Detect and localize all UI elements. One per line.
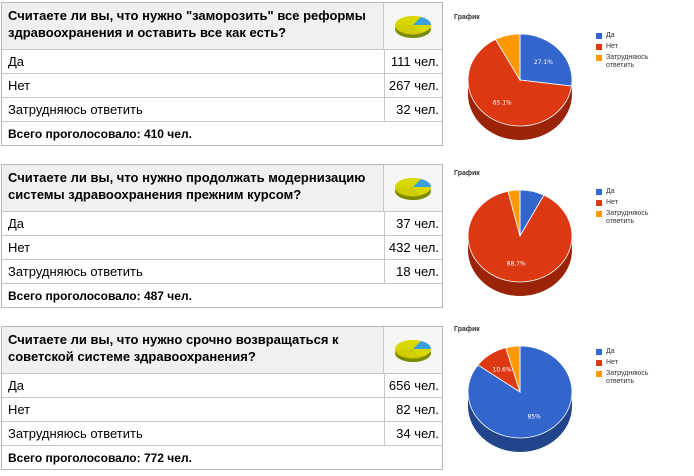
answer-count: 432 чел. — [384, 236, 442, 259]
answer-count: 18 чел. — [384, 260, 442, 283]
legend-label: Нет — [606, 359, 666, 367]
legend-swatch — [596, 44, 602, 50]
answer-count: 32 чел. — [384, 98, 442, 121]
answer-label: Да — [2, 212, 384, 235]
legend-label: Да — [606, 348, 666, 356]
legend-item-unsure: Затрудняюсь ответить — [596, 54, 666, 70]
legend-label: Да — [606, 188, 666, 196]
legend-item-yes: Да — [596, 348, 666, 356]
legend-swatch — [596, 189, 602, 195]
chart-title: График — [454, 170, 480, 177]
chart-legend: Да Нет Затрудняюсь ответить — [596, 32, 666, 73]
chart-1: График 27.1% 65.1% Да Нет Затрудняюсь отв… — [450, 14, 690, 164]
legend-label: Нет — [606, 199, 666, 207]
chart-3: График 85% 10.6% Да Нет Затрудняюсь ответ… — [450, 326, 690, 476]
poll-2: Считаете ли вы, что нужно продолжать мод… — [1, 164, 443, 308]
pie-chart-icon[interactable] — [383, 165, 442, 211]
poll-3: Считаете ли вы, что нужно срочно возвращ… — [1, 326, 443, 470]
chart-2: График 88.7% Да Нет Затрудняюсь ответить — [450, 170, 690, 320]
poll-1: Считаете ли вы, что нужно "заморозить" в… — [1, 2, 443, 146]
poll-3-answer-no: Нет 82 чел. — [2, 398, 442, 422]
legend-item-yes: Да — [596, 188, 666, 196]
slice-no-label: 88.7% — [507, 260, 526, 267]
legend-swatch — [596, 33, 602, 39]
answer-label: Затрудняюсь ответить — [2, 422, 384, 445]
slice-yes-label: 85% — [527, 414, 541, 421]
chart-legend: Да Нет Затрудняюсь ответить — [596, 348, 666, 389]
poll-1-answer-no: Нет 267 чел. — [2, 74, 442, 98]
poll-3-question: Считаете ли вы, что нужно срочно возвращ… — [2, 327, 383, 373]
poll-1-answer-yes: Да 111 чел. — [2, 50, 442, 74]
legend-item-no: Нет — [596, 359, 666, 367]
legend-item-unsure: Затрудняюсь ответить — [596, 210, 666, 226]
answer-label: Нет — [2, 74, 384, 97]
poll-3-answer-yes: Да 656 чел. — [2, 374, 442, 398]
legend-label: Да — [606, 32, 666, 40]
answer-label: Затрудняюсь ответить — [2, 260, 384, 283]
slice-yes-label: 27.1% — [534, 59, 553, 66]
chart-title: График — [454, 326, 480, 333]
legend-item-no: Нет — [596, 199, 666, 207]
legend-label: Нет — [606, 43, 666, 51]
legend-item-unsure: Затрудняюсь ответить — [596, 370, 666, 386]
legend-label: Затрудняюсь ответить — [606, 370, 666, 386]
answer-count: 82 чел. — [384, 398, 442, 421]
poll-3-question-row: Считаете ли вы, что нужно срочно возвращ… — [2, 327, 442, 374]
answer-label: Нет — [2, 398, 384, 421]
poll-2-total: Всего проголосовало: 487 чел. — [2, 284, 442, 307]
pie-chart-icon[interactable] — [383, 327, 442, 373]
legend-swatch — [596, 55, 602, 61]
answer-count: 267 чел. — [384, 74, 442, 97]
poll-2-question: Считаете ли вы, что нужно продолжать мод… — [2, 165, 383, 211]
legend-swatch — [596, 211, 602, 217]
answer-count: 111 чел. — [384, 50, 442, 73]
poll-3-total: Всего проголосовало: 772 чел. — [2, 446, 442, 469]
poll-1-answer-unsure: Затрудняюсь ответить 32 чел. — [2, 98, 442, 122]
legend-swatch — [596, 200, 602, 206]
answer-count: 34 чел. — [384, 422, 442, 445]
poll-1-total: Всего проголосовало: 410 чел. — [2, 122, 442, 145]
pie-chart: 85% 10.6% — [460, 340, 600, 470]
pie-chart: 27.1% 65.1% — [460, 28, 600, 158]
poll-2-answer-no: Нет 432 чел. — [2, 236, 442, 260]
chart-legend: Да Нет Затрудняюсь ответить — [596, 188, 666, 229]
poll-1-question: Считаете ли вы, что нужно "заморозить" в… — [2, 3, 383, 49]
poll-2-question-row: Считаете ли вы, что нужно продолжать мод… — [2, 165, 442, 212]
pie-chart: 88.7% — [460, 184, 600, 314]
answer-label: Затрудняюсь ответить — [2, 98, 384, 121]
poll-3-answer-unsure: Затрудняюсь ответить 34 чел. — [2, 422, 442, 446]
legend-label: Затрудняюсь ответить — [606, 54, 666, 70]
legend-swatch — [596, 360, 602, 366]
answer-count: 656 чел. — [384, 374, 442, 397]
answer-count: 37 чел. — [384, 212, 442, 235]
pie-chart-icon[interactable] — [383, 3, 442, 49]
legend-swatch — [596, 371, 602, 377]
legend-label: Затрудняюсь ответить — [606, 210, 666, 226]
legend-item-no: Нет — [596, 43, 666, 51]
poll-2-answer-yes: Да 37 чел. — [2, 212, 442, 236]
legend-swatch — [596, 349, 602, 355]
slice-no-label: 10.6% — [493, 366, 512, 373]
answer-label: Да — [2, 50, 384, 73]
chart-title: График — [454, 14, 480, 21]
answer-label: Да — [2, 374, 384, 397]
slice-no-label: 65.1% — [493, 100, 512, 107]
answer-label: Нет — [2, 236, 384, 259]
poll-2-answer-unsure: Затрудняюсь ответить 18 чел. — [2, 260, 442, 284]
poll-1-question-row: Считаете ли вы, что нужно "заморозить" в… — [2, 3, 442, 50]
legend-item-yes: Да — [596, 32, 666, 40]
